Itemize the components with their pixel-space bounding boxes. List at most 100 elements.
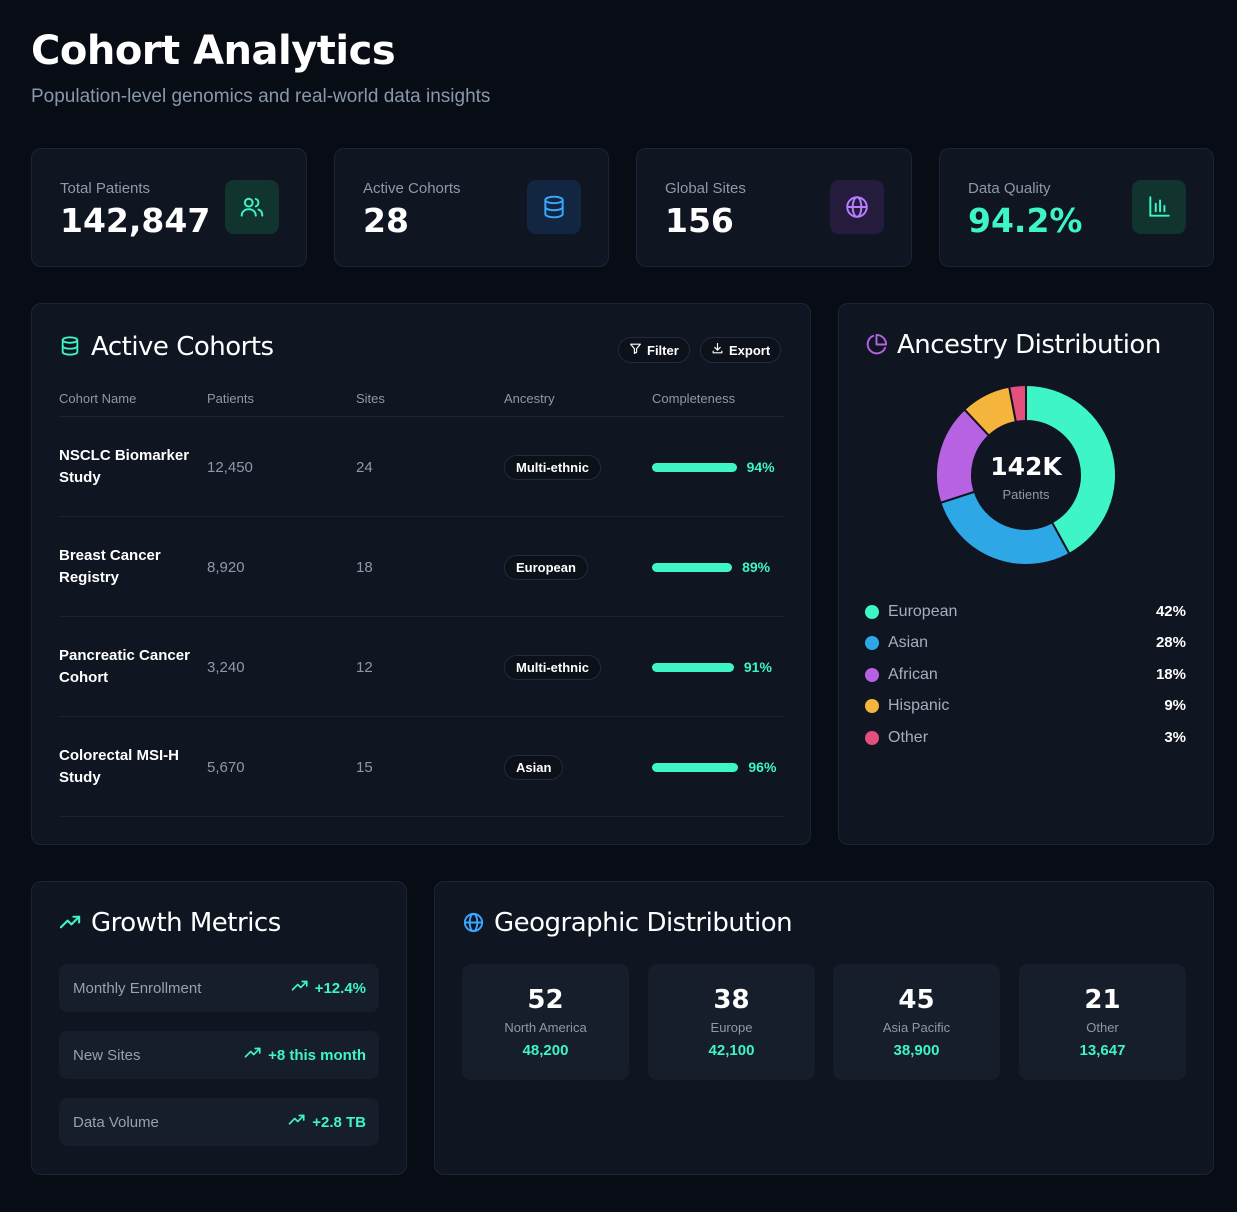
ancestry-badge: European [504, 555, 588, 580]
legend-item-asian: Asian 28% [865, 633, 1186, 653]
region-card-north-america[interactable]: 52 North America 48,200 [462, 964, 629, 1080]
stat-value: 94.2% [968, 201, 1083, 240]
legend-item-hispanic: Hispanic 9% [865, 696, 1186, 716]
stat-label: Global Sites [665, 180, 746, 197]
donut-slice-asian[interactable] [939, 490, 1071, 566]
legend-dot [865, 668, 879, 682]
legend-percent: 9% [1164, 697, 1186, 714]
donut-slice-other[interactable] [1007, 384, 1027, 424]
ancestry-badge: Asian [504, 755, 564, 780]
header-divider [59, 416, 784, 417]
table-row[interactable]: Colorectal MSI-H Study 5,670 15 Asian 96… [59, 717, 784, 817]
metric-label: Data Volume [73, 1113, 159, 1131]
ancestry-donut-chart [935, 384, 1117, 566]
legend-label: African [888, 666, 938, 683]
cohort-patients: 12,450 [207, 458, 253, 476]
stat-label: Total Patients [60, 180, 151, 197]
metric-label: New Sites [73, 1046, 141, 1064]
completeness-bar [652, 463, 737, 472]
cohort-name: Pancreatic Cancer Cohort [59, 647, 190, 686]
stat-value: 156 [665, 201, 734, 240]
metric-value: +12.4% [314, 979, 366, 997]
legend-dot [865, 636, 879, 650]
cohort-sites: 24 [356, 458, 373, 476]
region-card-other[interactable]: 21 Other 13,647 [1019, 964, 1186, 1080]
metric-data-volume: Data Volume +2.8 TB [59, 1098, 379, 1146]
region-patients: 13,647 [1079, 1042, 1126, 1059]
table-row[interactable]: NSCLC Biomarker Study 12,450 24 Multi-et… [59, 417, 784, 517]
trending-up-icon [59, 911, 82, 939]
database-icon [527, 180, 581, 234]
legend-item-other: Other 3% [865, 728, 1186, 748]
region-label: Europe [710, 1020, 753, 1035]
export-button[interactable]: Export [700, 337, 782, 363]
stat-card-total-patients: Total Patients 142,847 [31, 148, 307, 267]
filter-button[interactable]: Filter [618, 337, 690, 363]
column-header-ancestry[interactable]: Ancestry [504, 391, 555, 406]
column-header-patients[interactable]: Patients [207, 391, 254, 406]
legend-item-european: European 42% [865, 602, 1186, 622]
region-card-asia-pacific[interactable]: 45 Asia Pacific 38,900 [833, 964, 1000, 1080]
region-patients: 38,900 [893, 1042, 940, 1059]
pie-chart-icon [865, 333, 888, 361]
column-header-name[interactable]: Cohort Name [59, 391, 137, 406]
stat-card-global-sites: Global Sites 156 [636, 148, 912, 267]
bar-chart-icon [1132, 180, 1186, 234]
region-label: Other [1086, 1020, 1119, 1035]
database-icon [59, 335, 81, 362]
stat-label: Data Quality [968, 180, 1051, 197]
column-header-completeness[interactable]: Completeness [652, 391, 736, 406]
metric-monthly-enrollment: Monthly Enrollment +12.4% [59, 964, 379, 1012]
legend-percent: 3% [1164, 729, 1186, 746]
page-title: Cohort Analytics [31, 28, 396, 74]
export-label: Export [729, 342, 771, 358]
donut-center-value: 142K [990, 452, 1062, 481]
cohorts-title: Active Cohorts [91, 332, 274, 362]
cohort-name: Colorectal MSI-H Study [59, 747, 180, 786]
globe-icon [830, 180, 884, 234]
metric-value-group: +8 this month [244, 1031, 366, 1079]
download-icon [711, 342, 724, 358]
trending-up-icon [244, 1044, 262, 1066]
region-card-europe[interactable]: 38 Europe 42,100 [648, 964, 815, 1080]
trending-up-icon [288, 1111, 306, 1133]
cohort-sites: 18 [356, 558, 373, 576]
cohort-sites: 12 [356, 658, 373, 676]
metric-value: +8 this month [268, 1046, 366, 1064]
stat-value: 142,847 [60, 201, 211, 240]
stat-card-active-cohorts: Active Cohorts 28 [334, 148, 609, 267]
legend-label: Hispanic [888, 697, 950, 714]
completeness-value: 96% [748, 759, 777, 775]
donut-slice-european[interactable] [1025, 384, 1117, 556]
legend-dot [865, 605, 879, 619]
region-label: North America [504, 1020, 587, 1035]
metric-value: +2.8 TB [312, 1113, 366, 1131]
legend-label: European [888, 603, 958, 620]
table-row[interactable]: Breast Cancer Registry 8,920 18 European… [59, 517, 784, 617]
completeness-value: 89% [742, 559, 771, 575]
growth-title: Growth Metrics [91, 908, 281, 938]
filter-icon [629, 342, 642, 358]
cohort-name: Breast Cancer Registry [59, 547, 161, 586]
filter-label: Filter [647, 342, 679, 358]
cohort-patients: 5,670 [207, 758, 245, 776]
metric-new-sites: New Sites +8 this month [59, 1031, 379, 1079]
cohort-sites: 15 [356, 758, 373, 776]
legend-percent: 42% [1155, 603, 1186, 620]
completeness-value: 94% [746, 459, 775, 475]
metric-label: Monthly Enrollment [73, 979, 202, 997]
region-patients: 48,200 [522, 1042, 569, 1059]
cohort-name: NSCLC Biomarker Study [59, 447, 190, 486]
stat-label: Active Cohorts [363, 180, 461, 197]
completeness-bar [652, 763, 739, 772]
cohort-patients: 8,920 [207, 558, 245, 576]
region-site-count: 38 [713, 985, 750, 1015]
table-row[interactable]: Pancreatic Cancer Cohort 3,240 12 Multi-… [59, 617, 784, 717]
column-header-sites[interactable]: Sites [356, 391, 385, 406]
legend-dot [865, 731, 879, 745]
region-label: Asia Pacific [882, 1020, 951, 1035]
completeness-value: 91% [743, 659, 772, 675]
trending-up-icon [291, 977, 309, 999]
region-site-count: 21 [1084, 985, 1121, 1015]
donut-center-label: Patients [1002, 487, 1050, 502]
